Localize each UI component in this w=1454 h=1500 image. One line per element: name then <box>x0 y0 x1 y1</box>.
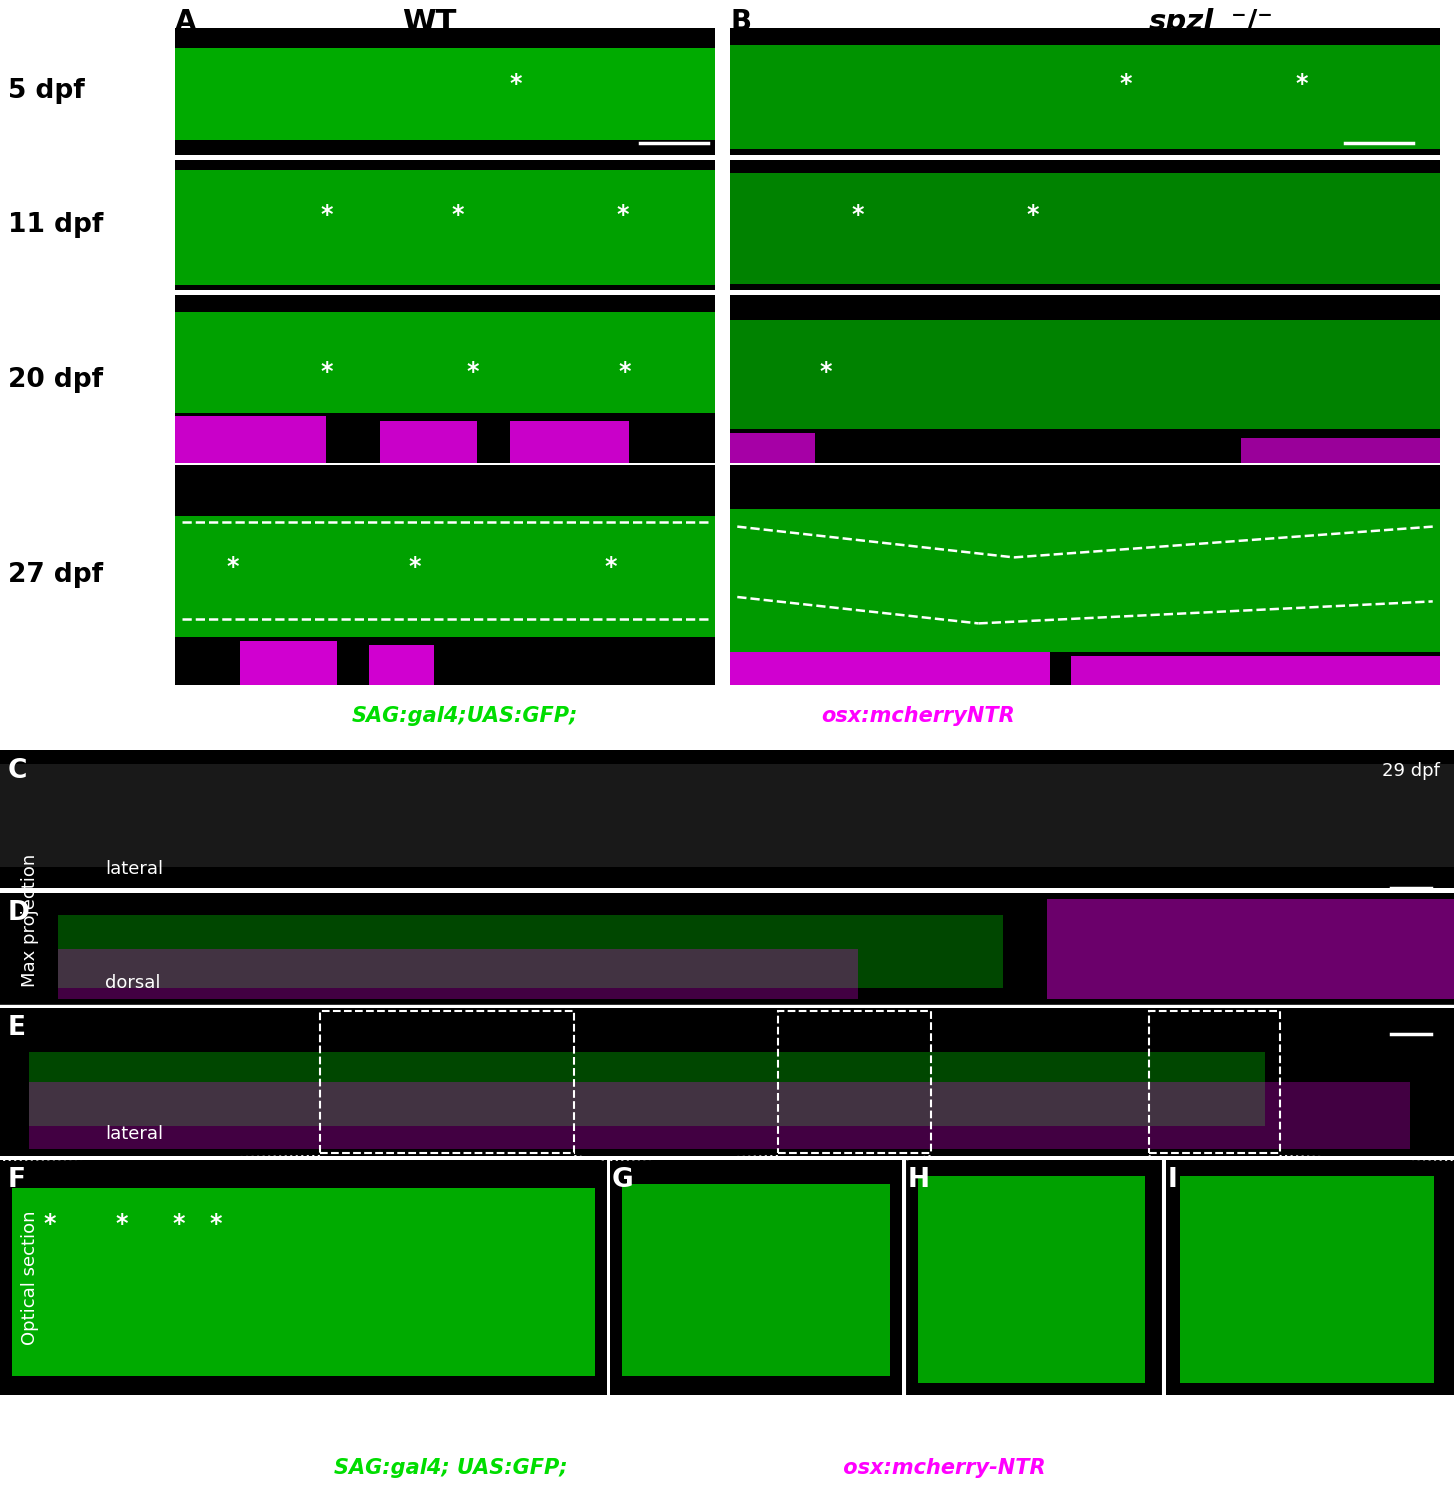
Text: *: * <box>115 1212 128 1236</box>
Text: WT: WT <box>401 8 457 38</box>
Text: *: * <box>1120 72 1131 96</box>
Text: *: * <box>321 202 333 226</box>
Text: SAG:gal4;UAS:GFP;: SAG:gal4;UAS:GFP; <box>352 706 579 726</box>
Text: 5 dpf: 5 dpf <box>9 78 84 104</box>
Text: 11 dpf: 11 dpf <box>9 211 103 238</box>
Text: I: I <box>1168 1167 1178 1192</box>
Text: H: H <box>907 1167 931 1192</box>
Text: lateral: lateral <box>105 1125 163 1143</box>
Text: *: * <box>619 360 631 384</box>
Text: *: * <box>616 202 628 226</box>
Text: ⁻/⁻: ⁻/⁻ <box>1221 8 1274 36</box>
Text: lateral: lateral <box>105 859 163 877</box>
Text: *: * <box>409 555 420 579</box>
Text: A: A <box>174 8 196 36</box>
Text: 29 dpf: 29 dpf <box>1383 762 1439 780</box>
Text: *: * <box>820 360 832 384</box>
Text: *: * <box>173 1212 185 1236</box>
Text: *: * <box>44 1212 57 1236</box>
Text: *: * <box>1027 202 1038 226</box>
Text: *: * <box>452 202 464 226</box>
Text: F: F <box>9 1167 26 1192</box>
Text: *: * <box>852 202 864 226</box>
Text: osx:mcherryNTR: osx:mcherryNTR <box>822 706 1015 726</box>
Text: Max projection: Max projection <box>20 853 39 987</box>
Text: *: * <box>209 1212 221 1236</box>
Text: osx:mcherry-NTR: osx:mcherry-NTR <box>836 1458 1045 1478</box>
Text: G: G <box>612 1167 634 1192</box>
Text: *: * <box>467 360 478 384</box>
Text: *: * <box>227 555 238 579</box>
Text: D: D <box>9 900 31 926</box>
Text: *: * <box>605 555 616 579</box>
Text: *: * <box>1296 72 1307 96</box>
Text: 27 dpf: 27 dpf <box>9 562 103 588</box>
Text: spzl: spzl <box>1149 8 1214 36</box>
Text: *: * <box>321 360 333 384</box>
Text: SAG:gal4; UAS:GFP;: SAG:gal4; UAS:GFP; <box>334 1458 567 1478</box>
Text: B: B <box>730 8 752 36</box>
Text: dorsal: dorsal <box>105 974 160 992</box>
Text: Optical section: Optical section <box>20 1210 39 1346</box>
Text: *: * <box>510 72 522 96</box>
Text: C: C <box>9 758 28 784</box>
Text: 20 dpf: 20 dpf <box>9 368 103 393</box>
Text: E: E <box>9 1016 26 1041</box>
